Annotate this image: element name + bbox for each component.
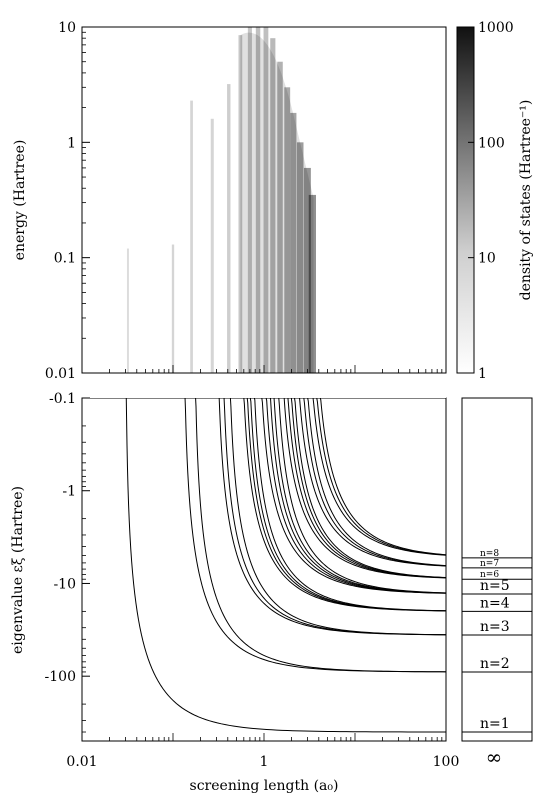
dos-band — [263, 27, 269, 373]
dos-band — [270, 38, 276, 374]
dos-band — [247, 27, 252, 373]
bottom-y-tick-label: -1 — [62, 484, 76, 500]
top-y-tick-label: 0.01 — [45, 366, 76, 382]
top-y-tick-label: 1 — [67, 135, 76, 151]
dos-band — [296, 142, 304, 373]
dos-band — [255, 27, 261, 373]
colorbar-gradient — [456, 26, 475, 374]
bottom-plot-frame — [81, 397, 447, 742]
limit-levels: n=1 n=2 n=3 n=4n=5n=6n=7n=8 — [462, 549, 532, 733]
top-y-tick-label: 10 — [58, 20, 76, 36]
dos-band — [284, 87, 291, 373]
bottom-x-tick-label: 0.01 — [66, 754, 97, 770]
dos-band — [126, 248, 129, 373]
colorbar-tick-label: 10 — [478, 251, 496, 267]
dos-band — [227, 84, 231, 374]
colorbar-ticks: 1 10 100 1000 — [468, 20, 514, 382]
limit-level-label: n=7 — [480, 559, 499, 569]
dos-heatmap-panel: 0.01 0.1 1 10 energy (Hartree) — [12, 20, 447, 382]
colorbar-tick-label: 1 — [478, 366, 487, 382]
bottom-y-ticks: -0.1 -1 -10 -100 — [45, 391, 90, 742]
limit-plot-frame — [461, 397, 533, 742]
dos-band — [190, 100, 193, 373]
dos-band — [210, 118, 214, 373]
top-y-ticks: 0.01 0.1 1 10 — [45, 20, 443, 382]
dos-band — [238, 35, 243, 373]
bottom-x-ticks: 0.01 1 100 — [66, 733, 459, 770]
infinity-label: ∞ — [486, 745, 503, 769]
bottom-y-axis-label: eigenvalue εξ (Hartree) — [10, 486, 26, 654]
top-plot-frame — [81, 26, 447, 374]
x-axis-label: screening length (a₀) — [190, 778, 339, 794]
limit-level-label: n=2 — [480, 656, 510, 672]
infinite-screening-panel: n=1 n=2 n=3 n=4n=5n=6n=7n=8 ∞ — [461, 397, 533, 769]
limit-level-label: n=4 — [480, 595, 510, 611]
top-y-axis-label: energy (Hartree) — [12, 140, 28, 261]
colorbar: 1 10 100 1000 density of states (Hartree⁻¹) — [456, 20, 534, 382]
eigenvalue-curve — [227, 397, 447, 636]
eigenvalue-curves — [82, 396, 447, 733]
dos-band — [290, 112, 297, 373]
top-clip — [82, 396, 446, 398]
colorbar-tick-label: 1000 — [478, 20, 514, 36]
dos-envelope — [240, 32, 314, 374]
eigenvalue-curve — [125, 397, 447, 733]
colorbar-label: density of states (Hartree⁻¹) — [518, 100, 534, 301]
limit-level-label: n=8 — [480, 549, 499, 559]
top-y-tick-label: 0.1 — [54, 251, 76, 267]
bottom-x-tick-label: 100 — [433, 754, 460, 770]
eigenvalue-curve — [193, 397, 447, 673]
limit-level-label: n=1 — [480, 716, 510, 732]
bottom-y-tick-label: -100 — [45, 669, 76, 685]
dos-band — [277, 61, 283, 374]
dos-band — [171, 244, 175, 373]
limit-level-label: n=5 — [480, 578, 510, 594]
dos-bands — [126, 27, 316, 374]
bottom-x-tick-label: 1 — [260, 754, 269, 770]
limit-level-label: n=6 — [480, 570, 499, 580]
bottom-y-tick-label: -0.1 — [49, 391, 76, 407]
eigenvalue-panel: -0.1 -1 -10 -100 0.01 1 100 eigenvalue εξ (Ha… — [10, 391, 459, 794]
colorbar-tick-label: 100 — [478, 135, 505, 151]
dos-band — [308, 194, 316, 373]
limit-level-label: n=3 — [480, 619, 510, 635]
eigenvalue-curve — [251, 397, 447, 612]
dos-band — [303, 167, 311, 373]
bottom-y-tick-label: -10 — [53, 576, 76, 592]
